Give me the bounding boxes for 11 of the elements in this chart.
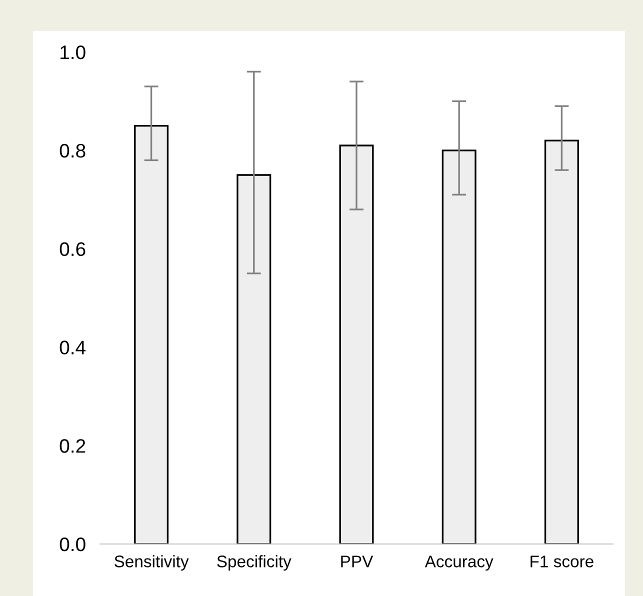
y-tick-label: 0.6 (60, 242, 86, 256)
x-tick-label: Accuracy (424, 556, 494, 571)
y-tick-label: 0.0 (60, 537, 86, 552)
x-tick-label: PPV (341, 556, 374, 568)
x-tick-label: Sensitivity (114, 555, 189, 571)
y-tick-label: 0.4 (60, 340, 86, 354)
x-tick-label: F1 score (530, 556, 594, 568)
y-tick-label: 0.2 (60, 439, 86, 453)
y-tick-label: 0.8 (60, 144, 86, 158)
y-tick-label: 1.0 (60, 45, 86, 60)
x-tick-label: Specificity (217, 555, 292, 571)
